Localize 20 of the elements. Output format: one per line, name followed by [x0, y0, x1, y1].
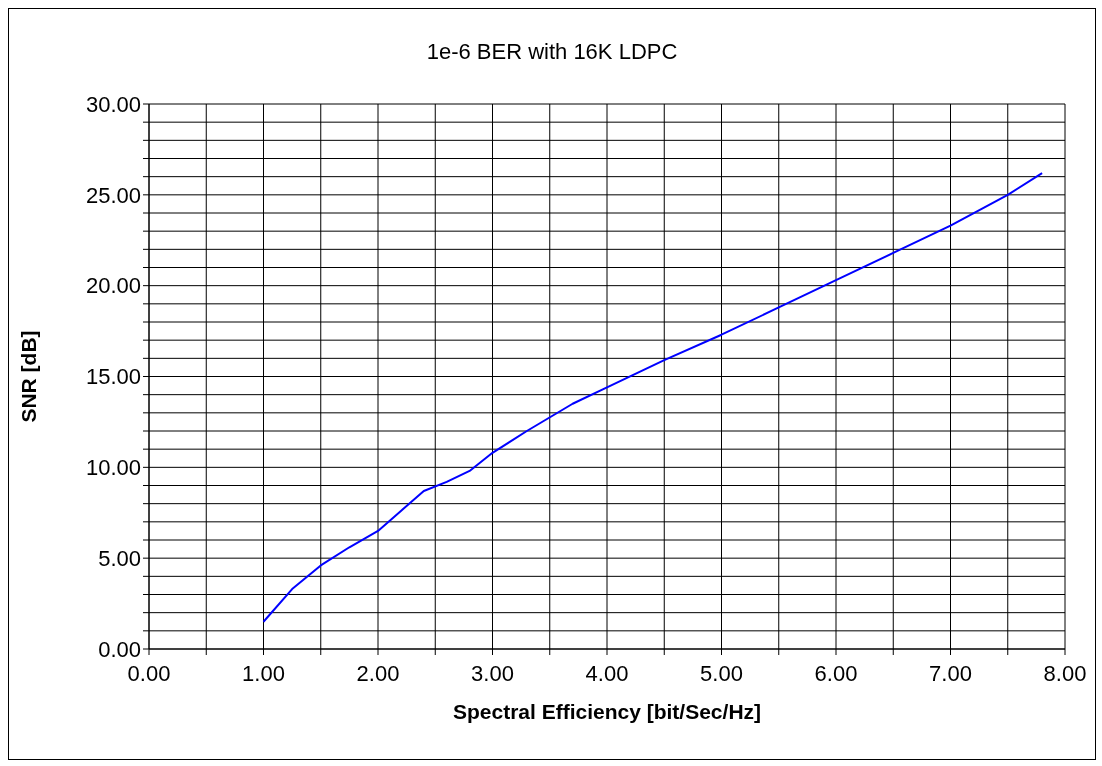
x-axis-title: Spectral Efficiency [bit/Sec/Hz]: [452, 700, 762, 723]
x-tick-label: 8.00: [1043, 660, 1087, 686]
y-tick-label: 25.00: [85, 182, 141, 208]
x-tick-label: 5.00: [700, 660, 743, 686]
x-tick-label: 0.00: [127, 660, 171, 686]
y-tick-label: 10.00: [85, 455, 141, 481]
y-tick-label: 0.00: [98, 636, 141, 662]
y-tick-label: 30.00: [85, 91, 141, 117]
y-tick-label: 20.00: [85, 273, 141, 299]
y-tick-label: 15.00: [85, 364, 141, 390]
x-tick-label: 1.00: [242, 660, 285, 686]
x-tick-label: 7.00: [929, 660, 972, 686]
chart-title: 1e-6 BER with 16K LDPC: [425, 39, 679, 65]
y-axis-title: SNR [dB]: [17, 330, 41, 423]
x-tick-label: 6.00: [814, 660, 858, 686]
x-tick-label: 4.00: [585, 660, 629, 686]
x-tick-label: 2.00: [356, 660, 400, 686]
line-series: [262, 172, 1044, 623]
x-tick-label: 3.00: [471, 660, 514, 686]
y-tick-label: 5.00: [98, 545, 141, 571]
